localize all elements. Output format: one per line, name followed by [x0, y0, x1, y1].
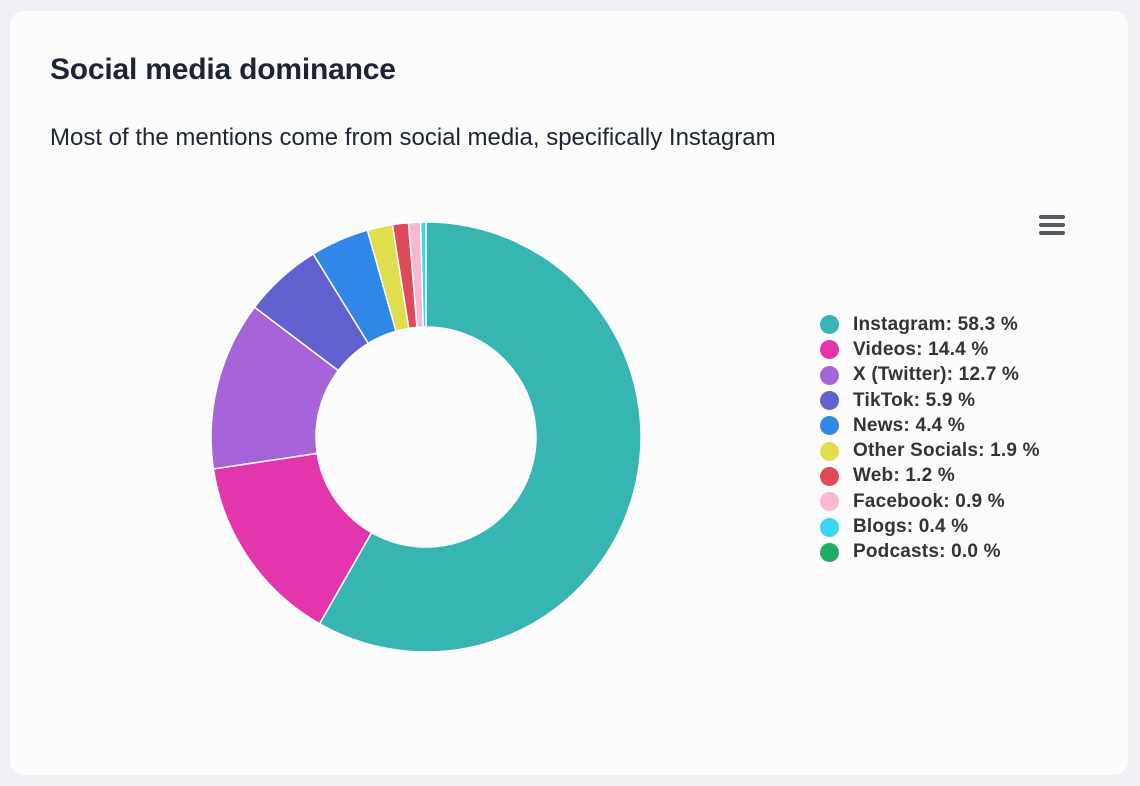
- legend-dot-icon: [820, 542, 839, 562]
- legend-dot-icon: [820, 492, 839, 512]
- legend-label: Other Socials: 1.9 %: [853, 440, 1040, 462]
- slice-instagram[interactable]: [318, 221, 642, 653]
- legend-label: Podcasts: 0.0 %: [853, 541, 1001, 563]
- legend-item-podcasts[interactable]: Podcasts: 0.0 %: [820, 540, 1040, 565]
- legend-label: X (Twitter): 12.7 %: [853, 364, 1020, 386]
- legend-dot-icon: [820, 441, 839, 461]
- legend-label: TikTok: 5.9 %: [853, 389, 976, 411]
- legend-item-blogs[interactable]: Blogs: 0.4 %: [820, 514, 1040, 539]
- hamburger-menu-icon[interactable]: [1036, 212, 1068, 240]
- chart-legend: Instagram: 58.3 % Videos: 14.4 % X (Twitte…: [820, 312, 1040, 565]
- legend-item-facebook[interactable]: Facebook: 0.9 %: [820, 489, 1040, 514]
- legend-dot-icon: [820, 365, 839, 385]
- legend-item-videos[interactable]: Videos: 14.4 %: [820, 337, 1040, 362]
- legend-item-tiktok[interactable]: TikTok: 5.9 %: [820, 388, 1040, 413]
- legend-dot-icon: [820, 391, 839, 411]
- legend-label: Web: 1.2 %: [853, 465, 955, 487]
- legend-label: Facebook: 0.9 %: [853, 490, 1005, 512]
- menu-line: [1039, 223, 1065, 227]
- chart-subtitle: Most of the mentions come from social me…: [50, 124, 776, 151]
- donut-chart: [210, 221, 642, 653]
- menu-line: [1039, 231, 1065, 235]
- legend-label: Instagram: 58.3 %: [853, 313, 1018, 335]
- legend-dot-icon: [820, 340, 839, 360]
- legend-item-other-socials[interactable]: Other Socials: 1.9 %: [820, 438, 1040, 463]
- legend-dot-icon: [820, 315, 839, 335]
- legend-label: News: 4.4 %: [853, 414, 966, 436]
- legend-item-web[interactable]: Web: 1.2 %: [820, 464, 1040, 489]
- menu-line: [1039, 215, 1065, 219]
- slice-blogs[interactable]: [419, 221, 427, 328]
- chart-card: Social media dominance Most of the menti…: [10, 11, 1128, 775]
- legend-item-instagram[interactable]: Instagram: 58.3 %: [820, 312, 1040, 337]
- legend-dot-icon: [820, 416, 839, 436]
- legend-dot-icon: [820, 466, 839, 486]
- chart-title: Social media dominance: [50, 53, 396, 86]
- legend-item-news[interactable]: News: 4.4 %: [820, 413, 1040, 438]
- legend-label: Blogs: 0.4 %: [853, 516, 969, 538]
- legend-dot-icon: [820, 517, 839, 537]
- legend-item-x-twitter[interactable]: X (Twitter): 12.7 %: [820, 363, 1040, 388]
- legend-label: Videos: 14.4 %: [853, 338, 989, 360]
